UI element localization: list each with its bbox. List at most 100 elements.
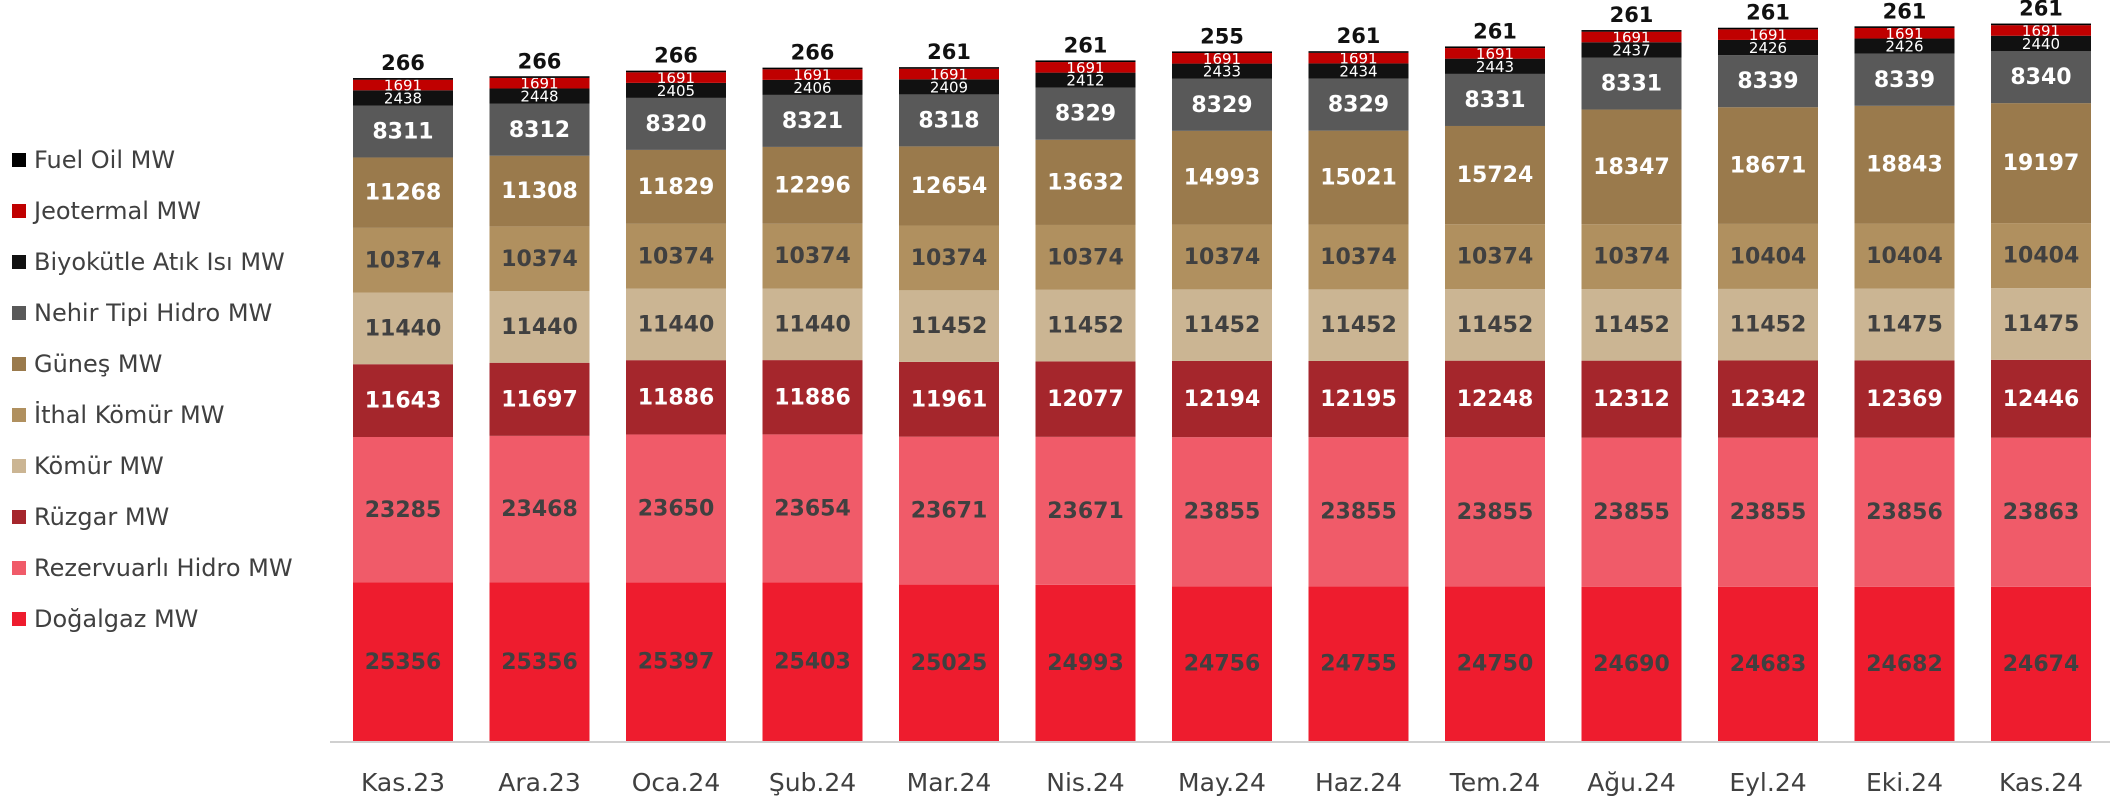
data-label: 11440 xyxy=(774,312,851,337)
bar-segment xyxy=(353,157,453,228)
bar-segment xyxy=(1172,360,1272,438)
bar-segment xyxy=(1445,48,1545,59)
x-tick-label: Mar.24 xyxy=(907,768,992,797)
data-label: 23671 xyxy=(911,499,988,524)
data-label: 18671 xyxy=(1730,154,1807,179)
bar-segment xyxy=(1718,55,1818,108)
bar-segment xyxy=(1854,223,1955,289)
bar-segment xyxy=(1035,584,1136,741)
data-label: 2409 xyxy=(930,78,968,96)
x-tick-label: Tem.24 xyxy=(1449,768,1541,797)
bar-segment xyxy=(1308,289,1409,361)
bar-segment xyxy=(1581,30,1682,32)
data-label: 11452 xyxy=(1593,313,1670,338)
data-label: 11452 xyxy=(1457,313,1534,338)
bar-segment xyxy=(626,149,726,224)
bar-segment xyxy=(1854,586,1955,741)
data-label: 2426 xyxy=(1749,39,1787,57)
data-label: 12248 xyxy=(1457,387,1534,412)
bar-segment xyxy=(1854,53,1955,106)
bar-segment xyxy=(1991,23,2091,26)
bar-segment xyxy=(489,582,590,741)
data-label: 8318 xyxy=(918,108,979,133)
data-label: 10374 xyxy=(1320,245,1397,270)
bar-segment xyxy=(762,94,863,147)
data-label: 12077 xyxy=(1047,387,1124,412)
x-tick-label: Kas.23 xyxy=(361,768,445,797)
bar-segment xyxy=(1718,360,1818,438)
data-label: 24674 xyxy=(2003,652,2080,677)
bar-segment xyxy=(1035,436,1136,585)
data-label: 25403 xyxy=(774,650,851,675)
data-label: 11268 xyxy=(365,181,442,206)
legend-swatch xyxy=(12,204,26,218)
legend-label: İthal Kömür MW xyxy=(34,400,224,429)
bar-segment xyxy=(1308,437,1409,587)
bar-segment xyxy=(489,362,590,436)
bar-segment xyxy=(1991,437,2091,587)
data-label: 261 xyxy=(2019,0,2063,21)
bar-segment xyxy=(1445,586,1545,741)
data-label: 12654 xyxy=(911,174,988,199)
bar-segment xyxy=(1308,52,1409,64)
data-label: 8329 xyxy=(1328,93,1389,118)
data-label: 10374 xyxy=(1457,245,1534,270)
bar-segment xyxy=(1718,437,1818,587)
data-label: 19197 xyxy=(2003,151,2080,176)
legend-label: Doğalgaz MW xyxy=(34,605,198,633)
data-label: 261 xyxy=(1473,19,1517,43)
data-label: 15021 xyxy=(1320,166,1397,191)
data-label: 11886 xyxy=(638,385,715,410)
data-label: 8331 xyxy=(1464,88,1525,113)
data-label: 25356 xyxy=(501,650,578,675)
data-label: 11475 xyxy=(1866,312,1943,337)
legend-label: Biyokütle Atık Isı MW xyxy=(34,248,285,276)
data-label: 11452 xyxy=(1730,313,1807,338)
bar-segment xyxy=(1718,586,1818,741)
data-label: 14993 xyxy=(1184,166,1261,191)
bar-segment xyxy=(1718,223,1818,289)
data-label: 10374 xyxy=(1047,245,1124,270)
bar-segment xyxy=(899,67,999,69)
bar-segment xyxy=(489,226,590,292)
bar-segment xyxy=(899,79,999,95)
data-label: 10374 xyxy=(1184,245,1261,270)
data-label: 11308 xyxy=(501,179,578,204)
data-label: 11961 xyxy=(911,387,988,412)
data-label: 2406 xyxy=(793,79,831,97)
data-label: 23855 xyxy=(1320,500,1397,525)
bar-segment xyxy=(1308,78,1409,131)
data-label: 12296 xyxy=(774,173,851,198)
bar-segment xyxy=(353,78,453,80)
bar-segment xyxy=(1991,103,2091,224)
bar-segment xyxy=(353,90,453,106)
bar-segment xyxy=(489,76,590,78)
bar-segment xyxy=(1581,289,1682,361)
data-label: 2438 xyxy=(384,89,422,107)
data-label: 8320 xyxy=(645,112,706,137)
data-label: 2448 xyxy=(520,88,558,106)
data-label: 15724 xyxy=(1457,163,1534,188)
data-label: 2440 xyxy=(2022,35,2060,53)
data-label: 11440 xyxy=(501,315,578,340)
bar-segment xyxy=(626,72,726,83)
data-label: 12446 xyxy=(2003,387,2080,412)
x-tick-label: Ara.23 xyxy=(498,768,580,797)
bar-segment xyxy=(1172,289,1272,361)
data-label: 25025 xyxy=(911,651,988,676)
bar-segment xyxy=(1308,586,1409,741)
data-label: 261 xyxy=(1064,33,1108,57)
bar-segment xyxy=(1035,72,1136,88)
bar-segment xyxy=(1718,288,1818,361)
bar-segment xyxy=(899,584,999,741)
legend-label: Fuel Oil MW xyxy=(34,146,175,174)
bar-segment xyxy=(1172,130,1272,225)
data-label: 266 xyxy=(791,41,835,65)
bar-segment xyxy=(899,225,999,291)
data-label: 255 xyxy=(1200,24,1244,48)
bar-segment xyxy=(1445,58,1545,74)
bar-segment xyxy=(1308,224,1409,290)
legend-label: Rüzgar MW xyxy=(34,503,169,531)
bar-segment xyxy=(1445,224,1545,290)
bar-segment xyxy=(1308,51,1409,53)
